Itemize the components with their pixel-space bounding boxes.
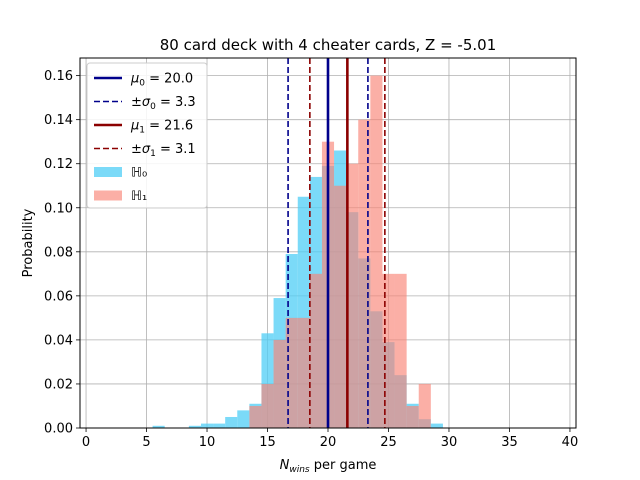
x-tick-label: 25	[380, 435, 397, 450]
y-tick-label: 0.04	[44, 333, 73, 348]
bar-1-19	[309, 273, 322, 428]
y-tick-label: 0.06	[44, 289, 73, 304]
legend-label: ±σ0 = 3.3	[131, 95, 196, 112]
legend-bar-swatch	[94, 167, 122, 177]
x-tick-label: 20	[320, 435, 337, 450]
x-tick-label: 5	[142, 435, 150, 450]
bar-0-13	[237, 410, 250, 428]
bar-1-16	[273, 339, 286, 428]
bar-1-28	[418, 383, 431, 428]
legend-label: μ1 = 21.6	[130, 119, 193, 136]
bar-1-23	[358, 119, 371, 429]
reference-lines	[287, 58, 386, 428]
bar-0-12	[225, 416, 238, 428]
bar-0-29	[430, 423, 443, 428]
y-axis-label: Probability	[21, 208, 36, 277]
bar-1-18	[297, 317, 310, 428]
x-tick-label: 40	[562, 435, 579, 450]
legend-label: ℍ₁	[131, 189, 147, 204]
y-ticks: 0.00 0.02 0.04 0.06 0.08 0.10 0.12 0.14 0.16	[44, 69, 80, 437]
legend-bar-swatch	[94, 190, 122, 201]
y-tick-label: 0.02	[44, 377, 73, 392]
x-tick-label: 15	[259, 435, 276, 450]
x-tick-label: 35	[501, 435, 518, 450]
bar-0-11	[213, 423, 226, 428]
bar-1-14	[249, 405, 262, 428]
y-tick-label: 0.16	[44, 69, 73, 84]
y-tick-label: 0.00	[44, 422, 73, 437]
y-tick-label: 0.14	[44, 113, 73, 128]
legend-label: ℍ₀	[131, 166, 147, 181]
bar-1-27	[406, 405, 419, 428]
bar-1-21	[334, 185, 347, 428]
bar-0-9	[188, 425, 201, 428]
bar-1-24	[370, 75, 383, 428]
y-tick-label: 0.12	[44, 157, 73, 172]
y-tick-label: 0.10	[44, 201, 73, 216]
bar-1-15	[261, 383, 274, 428]
y-tick-label: 0.08	[44, 245, 73, 260]
bar-1-22	[346, 163, 359, 428]
bar-0-10	[200, 423, 214, 428]
x-tick-label: 30	[441, 435, 458, 450]
x-axis-label: Nwins per game	[280, 458, 377, 475]
legend: μ0 = 20.0 ±σ0 = 3.3 μ1 = 21.6 ±σ1 = 3.1 ℍ₀ ℍ₁	[86, 62, 208, 209]
legend-label: μ0 = 20.0	[130, 72, 193, 89]
x-tick-label: 10	[199, 435, 216, 450]
chart-title: 80 card deck with 4 cheater cards, Z = -…	[160, 36, 496, 54]
x-tick-label: 0	[82, 435, 90, 450]
bar-1-26	[394, 273, 407, 428]
legend-label: ±σ1 = 3.1	[131, 142, 196, 159]
bar-0-6	[152, 425, 165, 428]
x-ticks: 0 5 10 15 20 25 30 35 40	[82, 428, 578, 450]
